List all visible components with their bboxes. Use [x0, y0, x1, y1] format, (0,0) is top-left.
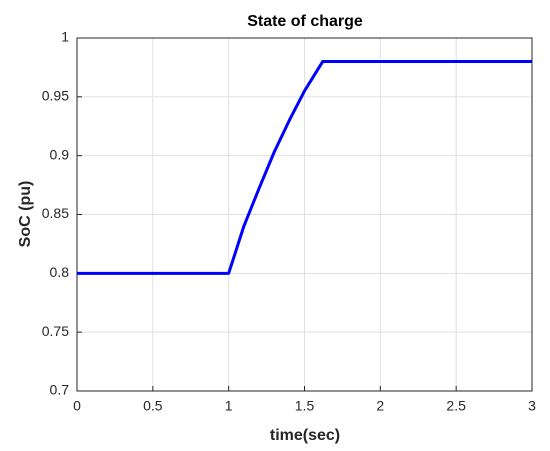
data-line [77, 60, 532, 275]
y-tick-label: 0.85 [42, 205, 69, 221]
y-tick-label: 0.75 [42, 323, 69, 339]
y-tick-label: 1 [61, 29, 69, 45]
plot-frame [76, 37, 533, 392]
x-tick-label: 2 [376, 398, 384, 414]
x-axis-label: time(sec) [270, 427, 340, 444]
x-tick-label: 1.5 [295, 398, 315, 414]
y-tick-label: 0.95 [42, 88, 69, 104]
y-tick-label: 0.8 [50, 264, 70, 280]
x-tick-label: 0 [73, 398, 81, 414]
x-tick-label: 1 [225, 398, 233, 414]
x-tick-label: 3 [528, 398, 536, 414]
x-tick-label: 0.5 [143, 398, 163, 414]
y-axis-label: SoC (pu) [17, 181, 34, 248]
x-tick-label: 2.5 [446, 398, 466, 414]
y-tick-label: 0.9 [50, 146, 70, 162]
y-tick-label: 0.7 [50, 382, 70, 398]
chart-title: State of charge [247, 13, 363, 30]
